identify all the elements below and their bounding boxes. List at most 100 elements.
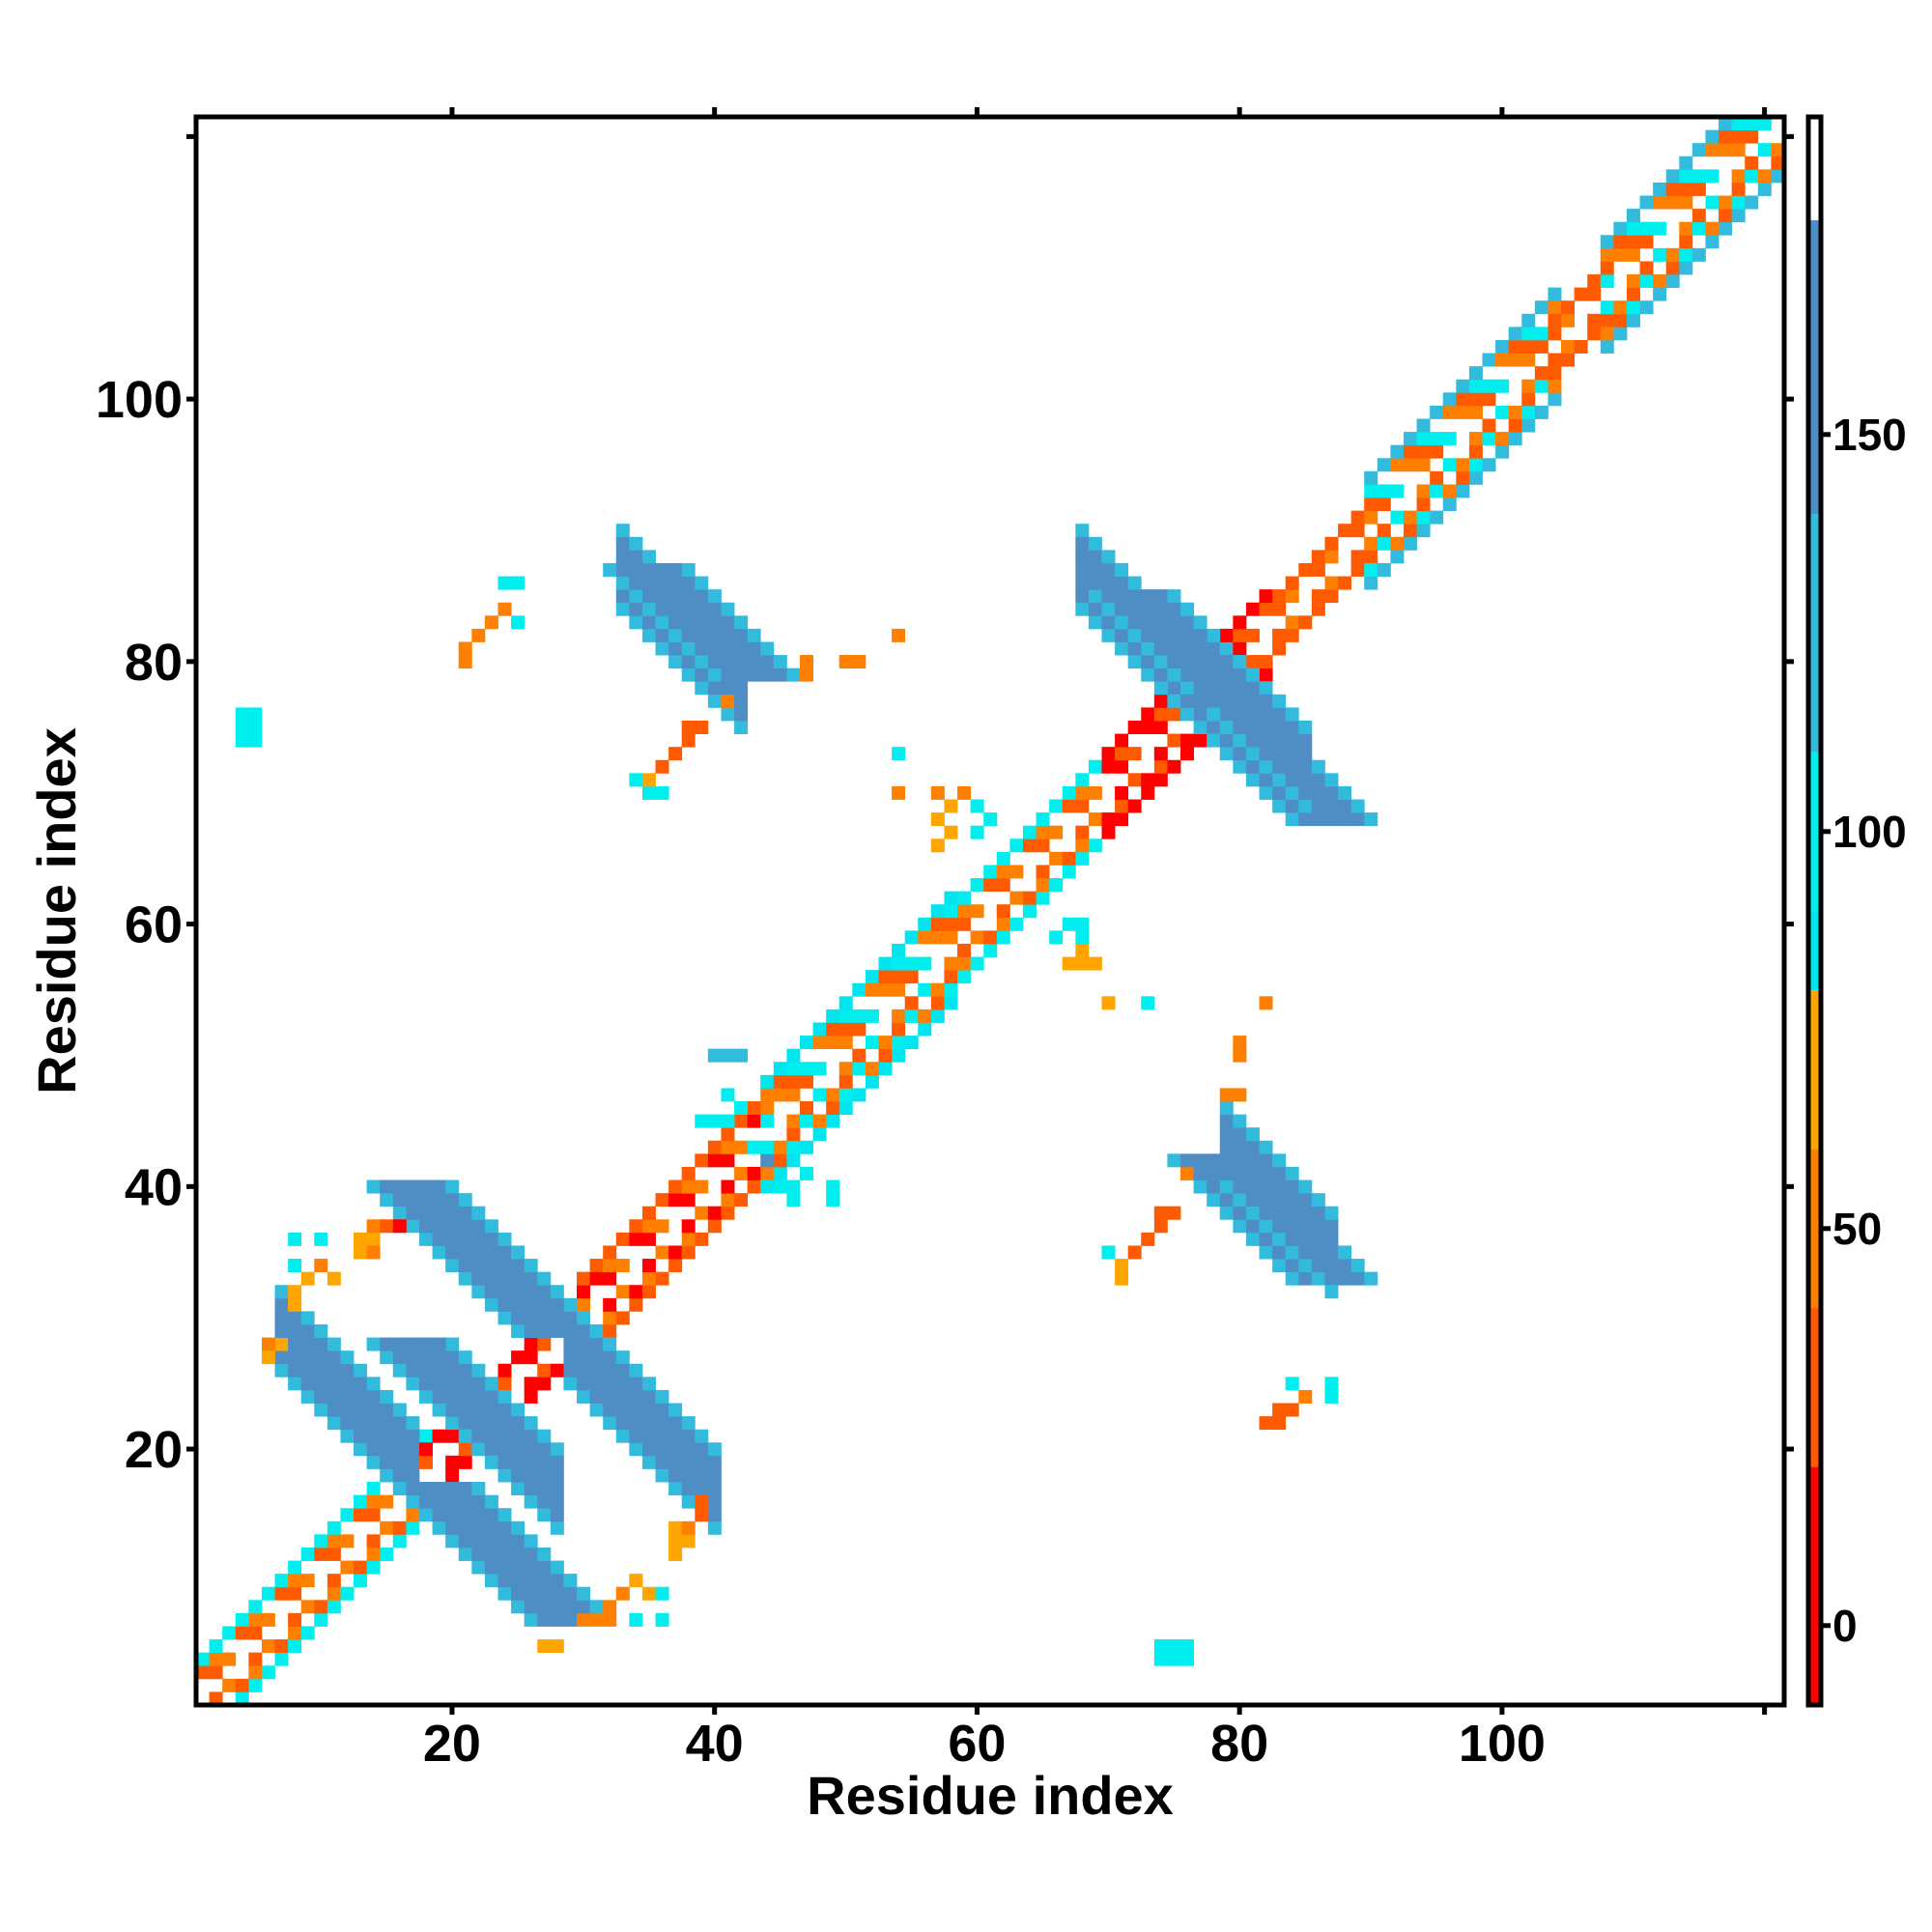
heatmap-cell bbox=[1233, 720, 1247, 734]
heatmap-cell bbox=[577, 1323, 591, 1338]
heatmap-cell bbox=[668, 589, 683, 604]
heatmap-cell bbox=[721, 615, 735, 630]
heatmap-cell bbox=[641, 550, 656, 564]
heatmap-cell bbox=[1272, 773, 1287, 787]
heatmap-cell bbox=[641, 628, 656, 642]
heatmap-cell bbox=[1285, 1206, 1299, 1220]
heatmap-cell bbox=[1180, 747, 1194, 761]
heatmap-cell bbox=[734, 1166, 749, 1180]
heatmap-cell bbox=[1639, 235, 1654, 249]
heatmap-cell bbox=[1731, 209, 1746, 223]
heatmap-cell bbox=[1219, 1206, 1234, 1220]
heatmap-cell bbox=[1219, 681, 1234, 696]
heatmap-cell bbox=[681, 641, 696, 656]
heatmap-cell bbox=[838, 655, 853, 669]
heatmap-cell bbox=[1075, 825, 1090, 839]
heatmap-cell bbox=[1272, 1403, 1287, 1417]
heatmap-cell bbox=[484, 1508, 498, 1522]
heatmap-cell bbox=[366, 1416, 381, 1431]
heatmap-cell bbox=[1416, 510, 1431, 525]
heatmap-cell bbox=[300, 1389, 315, 1404]
heatmap-cell bbox=[826, 1036, 840, 1050]
heatmap-cell bbox=[734, 681, 749, 696]
heatmap-cell bbox=[274, 1363, 289, 1378]
heatmap-cell bbox=[497, 1429, 512, 1443]
heatmap-cell bbox=[747, 1114, 761, 1128]
colorbar-band bbox=[1808, 117, 1821, 220]
heatmap-cell bbox=[1207, 1179, 1221, 1194]
heatmap-cell bbox=[1324, 550, 1339, 564]
heatmap-cell bbox=[248, 1678, 263, 1692]
heatmap-cell bbox=[629, 1403, 643, 1417]
heatmap-cell bbox=[603, 1337, 617, 1351]
heatmap-cell bbox=[838, 1074, 853, 1089]
heatmap-cell bbox=[1272, 694, 1287, 708]
heatmap-cell bbox=[996, 930, 1010, 945]
x-axis-title: Residue index bbox=[807, 1765, 1174, 1826]
heatmap-cell bbox=[1350, 510, 1365, 525]
heatmap-cell bbox=[445, 1179, 460, 1194]
heatmap-cell bbox=[603, 1403, 617, 1417]
heatmap-cell bbox=[641, 785, 656, 800]
heatmap-cell bbox=[1153, 1206, 1168, 1220]
heatmap-cell bbox=[1245, 1153, 1260, 1168]
heatmap-cell bbox=[641, 1219, 656, 1234]
heatmap-cell bbox=[1285, 785, 1299, 800]
heatmap-cell bbox=[1298, 1219, 1313, 1234]
heatmap-cell bbox=[366, 1560, 381, 1575]
heatmap-cell bbox=[1691, 169, 1706, 184]
heatmap-cell bbox=[511, 1245, 526, 1260]
heatmap-cell bbox=[1075, 589, 1090, 604]
heatmap-cell bbox=[773, 1062, 787, 1076]
heatmap-cell bbox=[288, 1337, 302, 1351]
heatmap-cell bbox=[1298, 785, 1313, 800]
heatmap-cell bbox=[577, 1297, 591, 1312]
heatmap-cell bbox=[1115, 589, 1129, 604]
heatmap-cell bbox=[773, 655, 787, 669]
x-tick-label: 40 bbox=[686, 1715, 744, 1773]
heatmap-cell bbox=[1167, 1153, 1181, 1168]
heatmap-cell bbox=[1338, 1271, 1352, 1286]
heatmap-cell bbox=[445, 1377, 460, 1391]
heatmap-cell bbox=[484, 1271, 498, 1286]
heatmap-cell bbox=[537, 1494, 552, 1509]
heatmap-cell bbox=[445, 1389, 460, 1404]
heatmap-cell bbox=[1101, 1245, 1116, 1260]
heatmap-cell bbox=[1574, 339, 1588, 354]
heatmap-cell bbox=[1272, 628, 1287, 642]
heatmap-cell bbox=[432, 1363, 446, 1378]
heatmap-cell bbox=[563, 1323, 578, 1338]
heatmap-cell bbox=[655, 1416, 669, 1431]
heatmap-cell bbox=[288, 1297, 302, 1312]
heatmap-cell bbox=[1193, 681, 1208, 696]
heatmap-cell bbox=[577, 1337, 591, 1351]
heatmap-cell bbox=[288, 1323, 302, 1338]
heatmap-cell bbox=[511, 1600, 526, 1614]
heatmap-cell bbox=[1115, 641, 1129, 656]
heatmap-cell bbox=[550, 1600, 564, 1614]
heatmap-cell bbox=[838, 1101, 853, 1115]
heatmap-cell bbox=[340, 1350, 355, 1365]
heatmap-cell bbox=[471, 1363, 486, 1378]
heatmap-cell bbox=[1127, 576, 1142, 590]
heatmap-cell bbox=[892, 982, 906, 997]
colorbar-tick-label: 100 bbox=[1833, 807, 1907, 857]
heatmap-cell bbox=[707, 1114, 722, 1128]
heatmap-cell bbox=[1626, 300, 1640, 315]
heatmap-cell bbox=[695, 576, 709, 590]
heatmap-cell bbox=[603, 1600, 617, 1614]
heatmap-cell bbox=[747, 641, 761, 656]
heatmap-cell bbox=[537, 1455, 552, 1469]
heatmap-cell bbox=[668, 641, 683, 656]
heatmap-cell bbox=[1207, 733, 1221, 748]
heatmap-cell bbox=[1561, 300, 1576, 315]
heatmap-cell bbox=[1338, 1259, 1352, 1273]
heatmap-cell bbox=[563, 1377, 578, 1391]
heatmap-cell bbox=[380, 1468, 394, 1483]
heatmap-cell bbox=[445, 1455, 460, 1469]
heatmap-cell bbox=[1691, 247, 1706, 262]
heatmap-cell bbox=[261, 1665, 275, 1680]
x-tick-label: 60 bbox=[948, 1715, 1006, 1773]
heatmap-cell bbox=[1115, 615, 1129, 630]
heatmap-cell bbox=[655, 1429, 669, 1443]
